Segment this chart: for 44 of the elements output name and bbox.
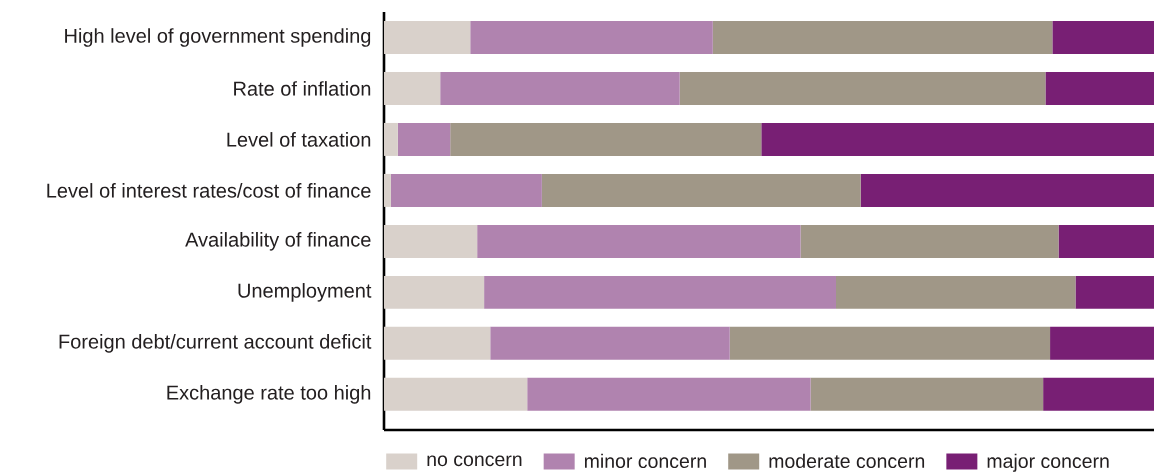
bar xyxy=(397,122,451,156)
y-tick-label: Level of taxation xyxy=(227,132,371,147)
bar xyxy=(527,377,811,411)
bar xyxy=(1045,71,1154,105)
bar xyxy=(810,377,1044,411)
bar xyxy=(860,173,1154,207)
bar xyxy=(729,326,1051,360)
y-tick-label: High level of government spending xyxy=(65,28,371,47)
bar xyxy=(450,122,762,156)
bar xyxy=(800,224,1059,258)
legend-label: minor concern xyxy=(584,453,706,469)
y-tick-label: Availability of finance xyxy=(185,232,371,251)
bar xyxy=(384,71,441,105)
bar xyxy=(679,71,1046,105)
bar xyxy=(384,173,391,207)
bar xyxy=(384,21,471,54)
legend-label: moderate concern xyxy=(769,453,925,469)
legend-label: no concern xyxy=(427,455,522,467)
bar xyxy=(836,275,1076,309)
bar xyxy=(384,275,485,309)
bar xyxy=(384,377,528,411)
bar xyxy=(484,275,836,309)
bar xyxy=(440,71,680,105)
bar xyxy=(490,326,730,360)
y-tick-label: Exchange rate too high xyxy=(167,384,371,404)
bar xyxy=(470,21,713,54)
bar xyxy=(384,122,398,156)
legend-label: major concern xyxy=(987,453,1109,472)
bar xyxy=(1043,377,1154,411)
y-tick-label: Level of interest rates/cost of finance xyxy=(47,183,371,198)
bar xyxy=(384,326,491,360)
bar xyxy=(1052,21,1154,54)
bar xyxy=(1075,275,1154,309)
bar xyxy=(384,224,478,258)
y-tick-label: Foreign debt/current account deficit xyxy=(59,334,372,353)
bar xyxy=(390,173,542,207)
y-tick-label: Rate of inflation xyxy=(234,81,371,96)
bar xyxy=(541,173,861,207)
bar xyxy=(712,21,1053,54)
bar xyxy=(477,224,801,258)
bar xyxy=(761,122,1154,156)
bar xyxy=(1058,224,1154,258)
y-tick-label: Unemployment xyxy=(238,283,372,302)
bar xyxy=(1050,326,1154,360)
